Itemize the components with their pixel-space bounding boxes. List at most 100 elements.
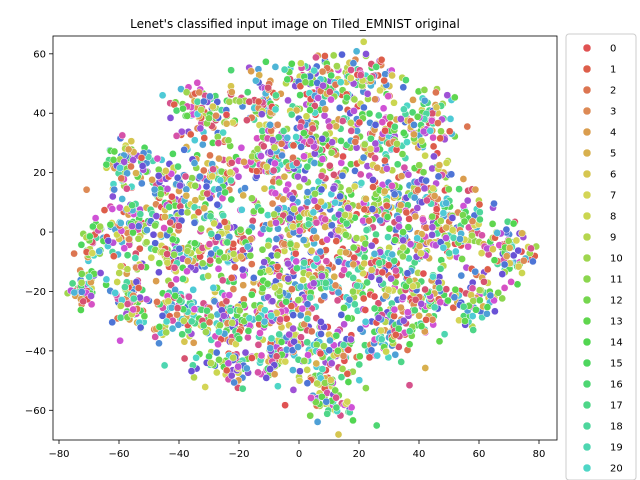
- scatter-point: [257, 110, 266, 119]
- scatter-point: [210, 219, 218, 228]
- scatter-point: [409, 282, 417, 291]
- y-tick-label: 0: [40, 228, 46, 239]
- scatter-point: [206, 212, 215, 221]
- scatter-point: [442, 285, 451, 294]
- scatter-point: [295, 182, 304, 191]
- scatter-point: [226, 306, 235, 315]
- scatter-point: [176, 181, 184, 190]
- scatter-point: [397, 172, 406, 180]
- scatter-point: [434, 172, 443, 181]
- scatter-point: [399, 228, 407, 236]
- scatter-point: [204, 272, 212, 280]
- scatter-point: [327, 148, 336, 157]
- scatter-point: [220, 218, 229, 226]
- scatter-point: [328, 221, 336, 230]
- scatter-point: [468, 284, 477, 293]
- scatter-point: [439, 209, 448, 217]
- plot-area-frame: [52, 35, 558, 441]
- scatter-point: [182, 88, 191, 97]
- scatter-point: [180, 316, 188, 325]
- scatter-point: [406, 240, 415, 249]
- scatter-point: [238, 265, 247, 274]
- scatter-point: [344, 204, 353, 212]
- scatter-point: [142, 238, 151, 247]
- scatter-point: [421, 364, 430, 372]
- scatter-point: [115, 203, 124, 212]
- scatter-point: [327, 359, 336, 368]
- scatter-point: [128, 201, 136, 210]
- scatter-point: [136, 323, 145, 332]
- legend-marker: [582, 379, 592, 389]
- scatter-point: [432, 205, 441, 214]
- scatter-point: [310, 196, 319, 205]
- scatter-point: [359, 294, 368, 303]
- scatter-point: [471, 267, 480, 276]
- scatter-point: [252, 167, 261, 176]
- scatter-point: [212, 111, 220, 120]
- scatter-point: [235, 97, 244, 106]
- scatter-point: [116, 262, 125, 271]
- scatter-point: [377, 55, 386, 64]
- scatter-point: [440, 330, 449, 339]
- legend-label: 16: [610, 380, 623, 391]
- scatter-point: [77, 270, 86, 278]
- scatter-point: [300, 129, 308, 137]
- scatter-point: [518, 229, 526, 238]
- scatter-point: [120, 244, 129, 253]
- scatter-point: [311, 189, 319, 198]
- scatter-point: [421, 151, 429, 160]
- scatter-point: [170, 250, 178, 259]
- scatter-point: [190, 159, 199, 167]
- legend-marker: [582, 421, 592, 431]
- scatter-point: [183, 208, 192, 217]
- scatter-point: [264, 83, 272, 92]
- scatter-point: [291, 249, 300, 258]
- scatter-point: [96, 269, 105, 277]
- scatter-point: [123, 251, 132, 260]
- x-tick-label: −60: [108, 449, 129, 460]
- scatter-point: [346, 74, 355, 82]
- scatter-point: [509, 219, 518, 228]
- scatter-point: [136, 210, 145, 218]
- scatter-point: [325, 346, 334, 355]
- legend-marker: [582, 190, 592, 200]
- scatter-point: [359, 37, 368, 46]
- scatter-point: [417, 249, 425, 258]
- scatter-point: [377, 326, 385, 335]
- scatter-point: [365, 216, 373, 225]
- scatter-point: [235, 334, 244, 343]
- legend-label: 4: [610, 128, 616, 139]
- scatter-point: [483, 309, 491, 318]
- scatter-point: [342, 248, 350, 257]
- scatter-point: [402, 208, 411, 217]
- scatter-point: [410, 306, 419, 315]
- scatter-point: [340, 265, 348, 274]
- scatter-point: [118, 195, 127, 203]
- scatter-point: [213, 200, 222, 209]
- scatter-point: [281, 401, 289, 410]
- scatter-point: [417, 137, 426, 145]
- scatter-point: [209, 102, 217, 111]
- scatter-point: [196, 172, 204, 181]
- scatter-point: [292, 133, 300, 141]
- scatter-point: [449, 303, 458, 312]
- scatter-point: [272, 235, 281, 243]
- scatter-point: [349, 243, 358, 252]
- scatter-point: [183, 112, 192, 120]
- scatter-point: [247, 67, 255, 76]
- scatter-point: [77, 288, 86, 296]
- scatter-point: [162, 328, 171, 337]
- scatter-point: [295, 376, 304, 385]
- legend-label: 6: [610, 170, 616, 181]
- scatter-point: [70, 288, 79, 297]
- scatter-point: [196, 124, 205, 133]
- scatter-point: [468, 231, 476, 240]
- scatter-point: [116, 302, 125, 310]
- scatter-point: [289, 324, 297, 333]
- scatter-point: [404, 223, 413, 232]
- scatter-point: [272, 91, 280, 100]
- scatter-point: [181, 172, 190, 181]
- scatter-point: [385, 224, 394, 233]
- scatter-point: [367, 241, 376, 250]
